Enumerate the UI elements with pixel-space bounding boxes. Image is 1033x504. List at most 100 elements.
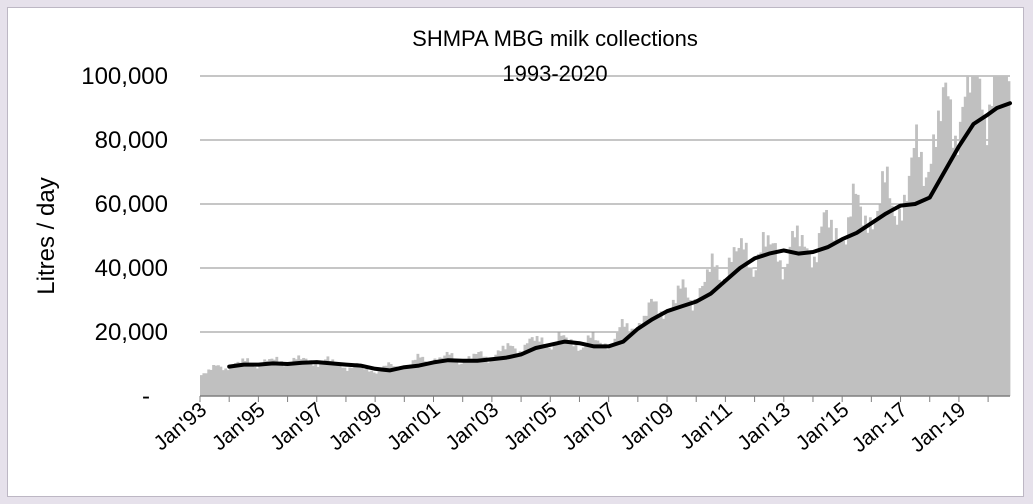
bar-month-14 [234,363,237,396]
bar-month-115 [479,351,483,396]
bar-month-34 [282,366,286,396]
bar-month-296 [920,151,923,396]
y-tick-label-5: 100,000 [81,63,168,90]
bar-month-218 [730,261,734,396]
bar-month-200 [686,297,690,396]
bar-month-48 [316,366,320,396]
bar-month-256 [822,212,826,396]
bar-month-252 [812,256,816,396]
x-tick-label-2: Jan'97 [266,398,328,455]
bar-month-9 [221,370,225,396]
bar-month-185 [650,298,653,396]
bar-month-171 [615,331,619,396]
bar-month-255 [820,226,824,396]
bar-month-271 [859,206,863,396]
bar-month-134 [525,343,529,396]
chart-subtitle: 1993-2020 [502,61,607,86]
bar-month-195 [674,303,678,396]
bar-month-165 [601,345,605,396]
bar-month-65 [358,364,361,396]
bar-month-92 [423,361,427,396]
bar-month-302 [934,146,938,396]
bar-month-24 [258,364,262,396]
bar-month-266 [847,217,850,396]
bar-month-80 [394,366,398,396]
bar-month-263 [839,241,843,396]
bar-month-142 [545,345,549,396]
bar-month-60 [345,370,349,396]
bar-month-51 [324,359,327,396]
bar-month-319 [975,76,979,396]
x-tick-label-10: Jan'13 [733,398,795,455]
bar-month-272 [861,225,865,396]
bar-month-96 [433,358,437,396]
x-tick-label-1: Jan'95 [208,398,270,455]
bar-month-199 [684,287,687,396]
bar-month-229 [757,254,760,396]
bar-month-262 [837,241,841,396]
bar-month-213 [718,279,721,396]
bar-month-82 [399,366,403,396]
bar-month-265 [844,244,848,396]
bar-month-55 [333,364,337,396]
bar-month-153 [572,346,575,396]
bar-month-242 [788,246,792,396]
bar-month-4 [209,369,213,396]
x-tick-label-13: Jan-19 [906,398,970,457]
bar-month-216 [725,279,729,396]
x-tick-labels: Jan'93Jan'95Jan'97Jan'99Jan'01Jan'03Jan'… [150,398,971,457]
bar-month-307 [946,96,950,396]
bar-month-277 [873,219,877,396]
bar-month-173 [620,319,624,396]
bar-month-254 [817,233,821,396]
bar-month-118 [487,362,490,396]
bar-month-233 [766,235,770,396]
x-tick-label-0: Jan'93 [150,398,212,455]
bar-month-330 [1002,76,1006,396]
bar-month-140 [540,337,544,396]
y-tick-labels: - 20,000 40,000 60,000 80,000 100,000 [81,63,168,410]
bar-month-114 [477,351,481,396]
bar-month-269 [854,193,858,396]
bar-month-131 [518,351,522,396]
bar-month-186 [652,301,656,396]
bar-month-15 [236,361,240,396]
bar-month-68 [365,368,369,396]
bar-month-205 [698,288,702,396]
bar-month-301 [932,134,935,396]
bar-month-209 [708,271,712,396]
bar-month-281 [883,182,887,396]
bar-month-53 [328,361,332,396]
bar-month-26 [263,359,267,396]
bar-month-95 [431,363,434,396]
bar-month-59 [343,367,347,396]
bar-month-291 [907,175,911,396]
trend-line-group [227,101,1012,373]
bar-month-58 [341,367,344,396]
bar-month-137 [533,340,537,396]
bar-month-236 [774,243,777,396]
bar-month-194 [671,299,675,396]
monthly-bars [200,76,1011,397]
bar-month-100 [443,355,447,396]
bar-month-46 [311,365,315,396]
bar-month-328 [997,76,1001,396]
y-axis-label: Litres / day [33,177,60,294]
bar-month-241 [786,263,790,396]
bar-month-169 [611,346,614,396]
bar-month-278 [876,210,880,396]
bar-month-321 [980,109,984,396]
bar-month-182 [642,315,646,396]
bar-month-198 [681,279,685,396]
bar-month-8 [219,366,223,396]
bar-month-310 [954,135,957,396]
y-tick-label-3: 60,000 [95,191,168,218]
bar-month-304 [939,121,943,396]
bar-month-30 [272,359,276,396]
bar-month-1 [202,373,206,396]
bar-month-113 [474,354,478,396]
bar-month-33 [280,361,284,396]
bar-month-282 [885,166,889,396]
bar-month-84 [404,365,408,396]
bar-month-320 [978,78,982,396]
